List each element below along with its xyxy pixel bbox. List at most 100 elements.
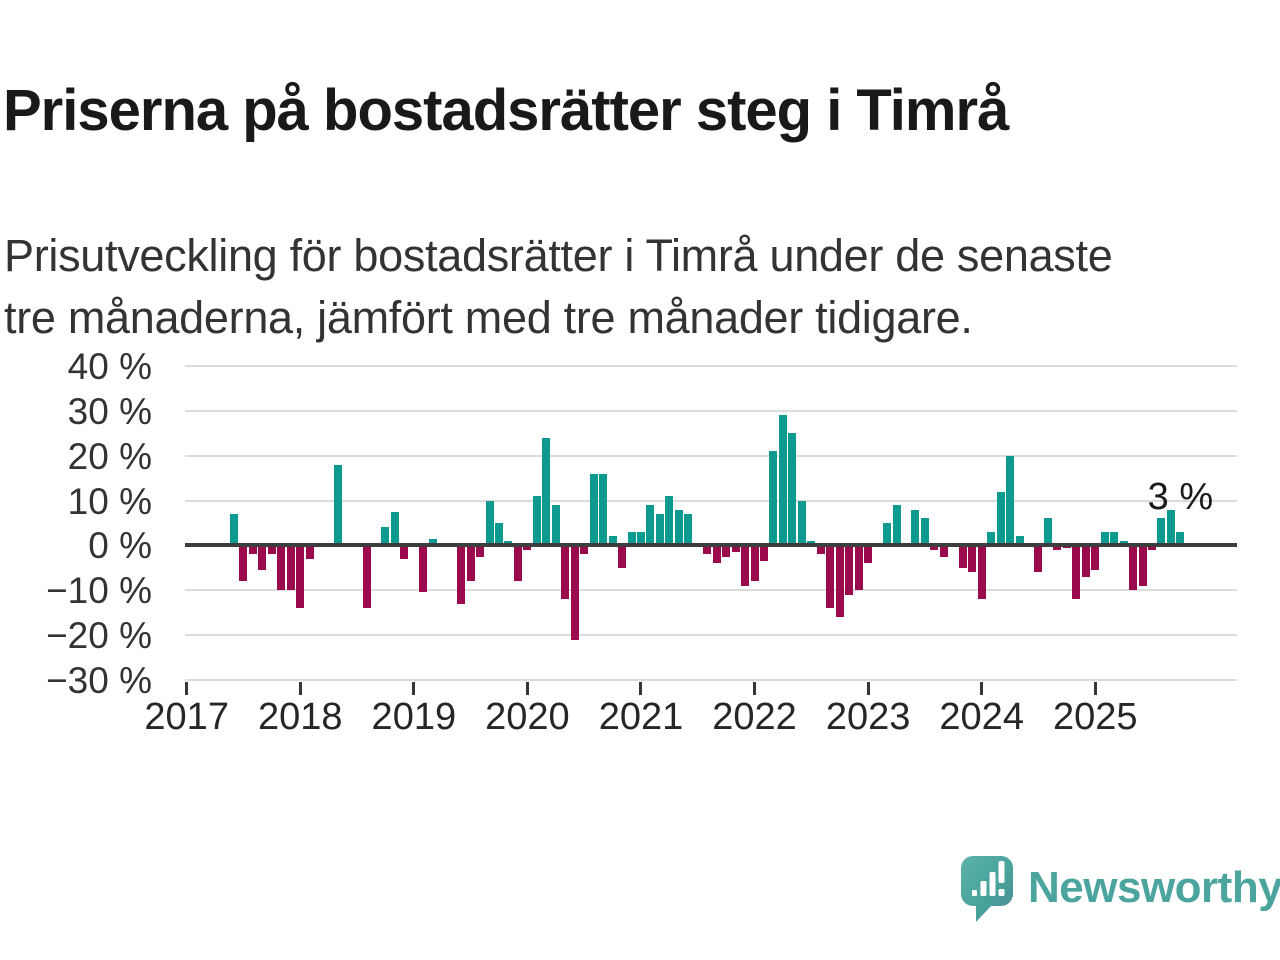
y-tick-label: −10 %: [46, 570, 152, 612]
bar: [561, 545, 570, 600]
bar: [1006, 455, 1015, 546]
subtitle-line-2: tre månaderna, jämfört med tre månader t…: [4, 292, 973, 343]
bar: [911, 509, 920, 546]
x-tick: [866, 682, 870, 695]
bar: [608, 536, 617, 546]
x-tick: [1093, 682, 1097, 695]
bar: [1119, 540, 1128, 546]
bar: [1034, 545, 1043, 573]
bar: [1176, 531, 1185, 546]
y-tick-label: 40 %: [67, 346, 152, 387]
bar: [741, 545, 750, 586]
newsworthy-logo-icon: [961, 856, 1013, 922]
bar: [551, 505, 560, 546]
y-tick-label: 20 %: [67, 435, 152, 477]
last-value-label: 3 %: [1147, 476, 1214, 518]
x-tick-label: 2022: [712, 696, 797, 738]
bar: [390, 511, 399, 546]
bar: [618, 545, 627, 568]
bar: [627, 531, 636, 546]
bar: [987, 531, 996, 546]
bar: [428, 538, 437, 546]
bar: [457, 545, 466, 604]
bar: [523, 545, 532, 550]
bar: [258, 545, 267, 571]
bar: [267, 545, 276, 555]
x-tick-label: 2020: [485, 696, 570, 738]
bar: [1053, 545, 1062, 550]
bar: [750, 545, 759, 582]
x-tick-label: 2018: [257, 696, 343, 738]
x-tick-label: 2025: [1052, 696, 1138, 738]
bar: [722, 545, 731, 557]
bar: [513, 545, 522, 582]
bar: [731, 545, 740, 553]
bar: [599, 473, 608, 546]
bar: [655, 513, 664, 546]
bar: [1166, 509, 1175, 546]
bar: [495, 522, 503, 546]
newsworthy-logo: Newsworthy: [961, 856, 1280, 924]
x-tick: [753, 682, 757, 695]
bar: [958, 545, 967, 568]
bar: [816, 545, 825, 555]
bar: [788, 433, 797, 546]
gridline-30: [185, 409, 1237, 412]
gridline--10: [185, 589, 1237, 592]
y-tick-label: −30 %: [46, 660, 152, 702]
bar: [1091, 545, 1100, 571]
bar: [646, 505, 655, 546]
bar: [400, 545, 409, 559]
bar: [362, 545, 371, 609]
bar: [589, 473, 598, 546]
bar: [230, 513, 239, 546]
bar: [996, 491, 1005, 546]
bar: [674, 509, 683, 546]
bar: [665, 496, 674, 546]
bar: [1043, 518, 1052, 546]
chart-subtitle: Prisutveckling för bostadsrätter i Timrå…: [4, 225, 1113, 349]
bar: [760, 545, 768, 562]
bar: [419, 545, 428, 593]
bar: [1081, 545, 1090, 577]
bar: [892, 505, 901, 546]
bar: [807, 540, 816, 546]
bar: [466, 545, 475, 582]
x-tick: [639, 682, 643, 695]
x-tick: [185, 682, 189, 695]
bar: [1148, 545, 1157, 550]
bar: [334, 464, 343, 546]
bar: [968, 545, 977, 573]
bar: [797, 500, 806, 546]
bar: [1138, 545, 1147, 586]
x-tick-label: 2019: [371, 696, 457, 738]
bar: [1100, 531, 1109, 546]
x-tick-label: 2024: [939, 696, 1024, 738]
bar: [939, 545, 948, 557]
bar: [712, 545, 721, 564]
bar: [381, 527, 390, 546]
bar: [485, 500, 494, 546]
bar: [296, 545, 305, 609]
bar: [532, 496, 541, 546]
bar: [769, 451, 778, 546]
bar: [835, 545, 844, 618]
chart-title: Priserna på bostadsrätter steg i Timrå: [3, 77, 1009, 143]
gridline--20: [185, 634, 1237, 637]
bar-chart: 3 % 40 % 30 % 20 % 10 % 0 % −10 % −20 % −30 % 20…: [0, 347, 1280, 746]
bar: [845, 545, 854, 595]
bar: [826, 545, 835, 609]
gridline-20: [185, 454, 1237, 457]
bar: [854, 545, 863, 591]
x-tick-label: 2021: [598, 696, 684, 738]
x-tick: [412, 682, 416, 695]
bar: [1157, 518, 1166, 546]
bar: [504, 540, 513, 546]
x-tick: [525, 682, 529, 695]
bar: [1110, 531, 1119, 546]
y-tick-label: 10 %: [67, 480, 152, 522]
x-tick: [980, 682, 984, 695]
y-tick-label: −20 %: [46, 615, 152, 657]
x-tick-label: 2017: [144, 696, 229, 738]
zero-line: [185, 543, 1237, 548]
